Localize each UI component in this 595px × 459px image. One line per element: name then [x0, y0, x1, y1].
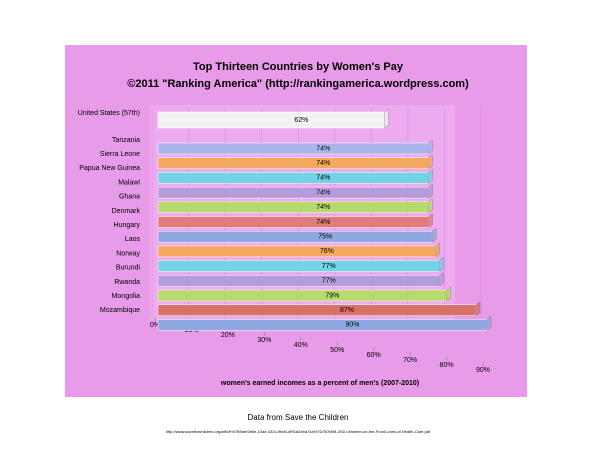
- value-label: 74%: [316, 145, 330, 152]
- category-label: Rwanda: [114, 279, 140, 286]
- value-label: 74%: [316, 175, 330, 182]
- value-label: 74%: [316, 204, 330, 211]
- source: Data from Save the Children: [248, 413, 349, 422]
- category-label: Mongolia: [112, 293, 141, 300]
- value-label: 62%: [294, 117, 308, 124]
- bar-end: [428, 198, 433, 214]
- bar-end: [428, 139, 433, 155]
- value-label: 74%: [316, 160, 330, 167]
- bar: [157, 245, 437, 258]
- x-tick-label: 90%: [476, 367, 490, 374]
- bar: [157, 289, 448, 302]
- chart-title: Top Thirteen Countries by Women's Pay: [193, 61, 404, 73]
- bar-end: [475, 301, 481, 317]
- value-label: 77%: [322, 278, 336, 285]
- bar: [157, 304, 477, 316]
- category-label: Ghana: [119, 194, 140, 201]
- category-label: Sierra Leone: [100, 151, 140, 158]
- bar: [157, 186, 429, 199]
- x-tick-label: 20%: [221, 332, 235, 339]
- bar: [157, 111, 385, 129]
- bar-end: [428, 154, 433, 170]
- bar: [157, 275, 440, 287]
- category-label: United States (57th): [78, 110, 140, 117]
- bar-end: [446, 286, 451, 302]
- x-tick-label: 40%: [294, 342, 308, 349]
- category-label: Tanzania: [112, 137, 140, 144]
- x-tick-label: 60%: [367, 352, 381, 359]
- x-tick-label: 0%: [150, 322, 160, 329]
- bar-end: [384, 108, 389, 129]
- value-label: 79%: [325, 292, 339, 299]
- bar-end: [428, 213, 433, 228]
- category-label: Denmark: [112, 208, 141, 215]
- category-label: Laos: [125, 236, 141, 243]
- bar: [157, 216, 429, 228]
- bar-end: [439, 257, 444, 273]
- category-label: Burundi: [116, 265, 141, 272]
- value-label: 77%: [322, 263, 336, 270]
- value-label: 75%: [318, 234, 332, 241]
- value-label: 74%: [316, 189, 330, 196]
- category-label: Hungary: [114, 222, 141, 229]
- bar-end: [486, 315, 492, 331]
- category-label: Papua New Guinea: [79, 165, 140, 172]
- bar-end: [428, 168, 433, 184]
- value-label: 87%: [340, 307, 354, 314]
- x-tick-label: 30%: [257, 337, 271, 344]
- bar: [157, 230, 433, 243]
- bar: [157, 157, 429, 169]
- bar: [157, 201, 429, 214]
- value-label: 74%: [316, 219, 330, 226]
- chart-subtitle: ©2011 "Ranking America" (http://rankinga…: [127, 78, 469, 90]
- bar-end: [428, 183, 433, 199]
- bar-end: [435, 242, 441, 258]
- x-tick-label: 70%: [403, 357, 417, 364]
- bar: [157, 172, 429, 184]
- x-tick-label: 50%: [330, 347, 344, 354]
- bar: [157, 142, 429, 155]
- bar: [157, 319, 488, 331]
- x-tick-label: 80%: [440, 362, 454, 369]
- x-axis-title: women's earned incomes as a percent of m…: [220, 380, 419, 387]
- bar-end: [431, 227, 437, 243]
- category-label: Mozambique: [100, 307, 140, 314]
- bar: [157, 260, 440, 272]
- bar-end: [439, 271, 444, 287]
- value-label: 90%: [345, 322, 359, 329]
- category-label: Malawi: [118, 179, 140, 186]
- category-label: Norway: [116, 250, 140, 257]
- value-label: 76%: [320, 248, 334, 255]
- source-url: http://www.savethechildren.org/atf/cf/%7…: [166, 429, 431, 434]
